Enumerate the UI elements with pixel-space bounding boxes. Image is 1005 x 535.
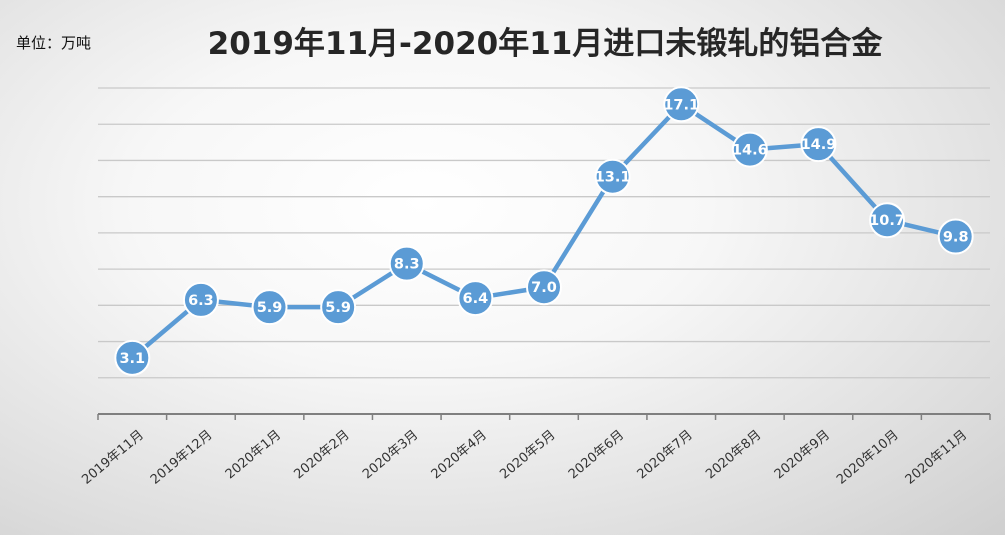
data-label: 14.9 bbox=[801, 137, 837, 153]
data-point bbox=[594, 158, 631, 195]
x-tick-label: 2020年5月 bbox=[497, 428, 558, 483]
tick-label-layer: 2019年11月 2019年12月 2020年1月 2020年2月 2020年3月 202… bbox=[79, 428, 970, 488]
data-point bbox=[731, 131, 768, 168]
x-tick-label: 2020年11月 bbox=[903, 428, 971, 488]
axis-layer bbox=[97, 413, 991, 420]
data-point bbox=[251, 289, 288, 326]
data-point bbox=[388, 245, 425, 282]
x-tick-label: 2020年4月 bbox=[429, 428, 490, 483]
data-point bbox=[182, 281, 219, 318]
x-tick-label: 2020年10月 bbox=[834, 428, 902, 488]
data-label: 9.8 bbox=[943, 230, 969, 246]
series-layer: 3.1 6.3 5.9 5.9 8.3 6.4 7.0 13.1 17.1 14.6 14.9 10.… bbox=[114, 86, 974, 376]
data-point bbox=[869, 202, 906, 239]
data-point bbox=[937, 218, 974, 255]
x-tick-label: 2020年8月 bbox=[703, 428, 764, 483]
data-label: 17.1 bbox=[663, 97, 699, 113]
data-point bbox=[457, 280, 494, 317]
data-label: 10.7 bbox=[869, 213, 905, 229]
x-tick-label: 2020年3月 bbox=[360, 428, 421, 483]
data-point bbox=[663, 86, 700, 123]
data-label: 5.9 bbox=[325, 300, 351, 316]
data-point bbox=[114, 339, 151, 376]
x-tick-label: 2020年2月 bbox=[291, 428, 352, 483]
data-label: 3.1 bbox=[119, 351, 145, 367]
x-tick-label: 2020年1月 bbox=[223, 428, 284, 483]
data-label: 6.3 bbox=[188, 293, 214, 309]
data-point bbox=[526, 269, 562, 306]
data-label: 8.3 bbox=[394, 257, 420, 273]
x-tick-label: 2020年6月 bbox=[566, 428, 627, 483]
data-label: 6.4 bbox=[463, 291, 489, 307]
x-tick-label: 2019年12月 bbox=[148, 428, 216, 488]
data-label: 13.1 bbox=[595, 170, 631, 186]
data-label: 5.9 bbox=[257, 300, 283, 316]
data-point bbox=[800, 126, 837, 163]
data-label: 14.6 bbox=[732, 143, 768, 159]
unit-label: 单位：万吨 bbox=[16, 34, 92, 52]
x-tick-label: 2019年11月 bbox=[79, 428, 147, 488]
x-tick-label: 2020年9月 bbox=[772, 428, 833, 483]
x-tick-label: 2020年7月 bbox=[635, 428, 696, 483]
data-label: 7.0 bbox=[531, 280, 557, 296]
chart-title: 2019年11月-2020年11月进口未锻轧的铝合金 bbox=[207, 26, 883, 62]
grid-layer bbox=[98, 87, 990, 379]
data-point bbox=[320, 289, 357, 326]
